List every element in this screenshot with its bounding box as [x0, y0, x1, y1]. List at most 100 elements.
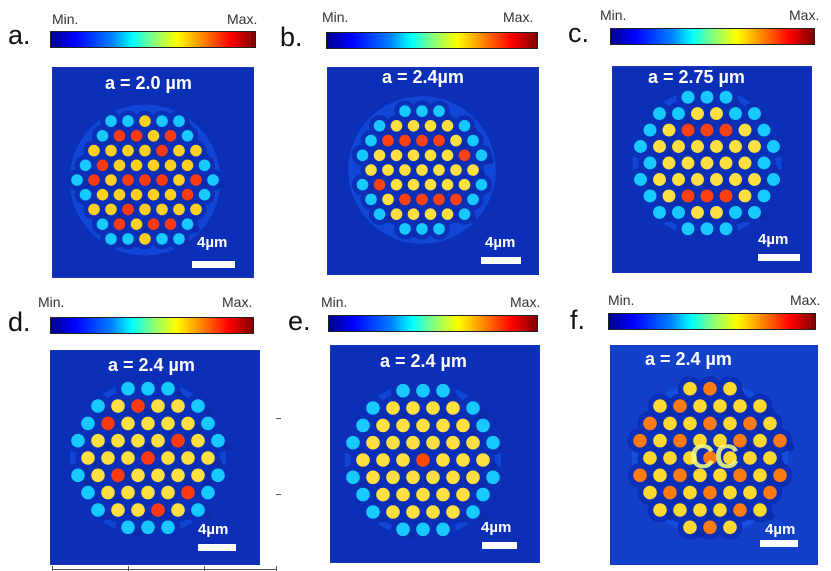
lattice-hole	[665, 442, 675, 451]
lattice-spot	[742, 101, 767, 126]
lattice-hole	[705, 476, 715, 486]
lattice-hole	[458, 444, 468, 453]
lattice-hole	[759, 213, 769, 223]
lattice-constant-label: a = 2.4 µm	[380, 351, 467, 371]
lattice-hole	[664, 213, 674, 223]
lattice-spot	[742, 200, 767, 225]
colorbar-min-label: Min.	[608, 292, 635, 308]
lattice-hole	[705, 511, 715, 521]
lattice-hole	[98, 181, 107, 189]
intensity-map	[50, 350, 260, 565]
lattice-spot	[185, 140, 207, 162]
lattice-constant-label: a = 2.4µm	[382, 67, 464, 87]
panel-letter: b.	[280, 22, 303, 52]
lattice-hole	[384, 127, 392, 135]
lattice-spot	[176, 213, 199, 235]
lattice-hole	[143, 442, 153, 451]
lattice-hole	[745, 442, 755, 451]
lattice-hole	[103, 407, 113, 417]
lattice-hole	[693, 230, 702, 239]
lattice-hole	[418, 215, 426, 223]
lattice-hole	[685, 407, 695, 417]
lattice-hole	[158, 225, 166, 233]
lattice-hole	[438, 409, 448, 419]
lattice-hole	[158, 166, 166, 174]
lattice-hole	[388, 496, 398, 505]
lattice-hole	[735, 390, 745, 399]
lattice-constant-label: a = 2.75 µm	[648, 67, 745, 87]
colorbar	[610, 28, 815, 45]
lattice-spot	[185, 497, 211, 523]
lattice-hole	[435, 127, 443, 135]
lattice-hole	[409, 230, 418, 238]
lattice-hole	[141, 137, 149, 145]
lattice-hole	[765, 511, 775, 521]
lattice-hole	[683, 147, 693, 157]
lattice-hole	[132, 151, 141, 160]
lattice-hole	[384, 215, 392, 223]
lattice-hole	[375, 171, 384, 179]
lattice-hole	[143, 476, 153, 486]
pattern-glyph: CC	[690, 438, 739, 476]
lattice-hole	[98, 210, 107, 219]
axis-tick	[204, 566, 205, 571]
lattice-hole	[368, 461, 378, 471]
colorbar-min-label: Min.	[322, 9, 349, 25]
lattice-spot	[767, 428, 793, 454]
intensity-map	[330, 345, 540, 563]
lattice-hole	[378, 409, 388, 419]
lattice-hole	[103, 442, 113, 451]
lattice-hole	[745, 511, 755, 521]
lattice-hole	[443, 112, 452, 120]
lattice-hole	[378, 513, 388, 523]
lattice-spot	[470, 144, 493, 166]
lattice-hole	[460, 141, 469, 150]
lattice-hole	[123, 476, 133, 486]
lattice-hole	[398, 444, 408, 453]
colorbar	[326, 32, 538, 49]
lattice-hole	[183, 151, 192, 160]
lattice-hole	[175, 196, 183, 204]
axis-tick	[128, 566, 129, 571]
lattice-hole	[775, 459, 785, 469]
lattice-hole	[683, 114, 693, 124]
colorbar-min-label: Min.	[321, 294, 348, 310]
lattice-hole	[418, 478, 428, 488]
lattice-spot	[460, 395, 486, 421]
lattice-hole	[213, 459, 223, 469]
lattice-hole	[401, 186, 409, 194]
lattice-hole	[123, 407, 133, 417]
lattice-hole	[401, 127, 409, 135]
lattice-hole	[759, 180, 769, 190]
lattice-spot	[480, 430, 506, 456]
axis-tick	[276, 566, 277, 571]
lattice-hole	[665, 407, 675, 417]
lattice-hole	[458, 478, 468, 488]
lattice-hole	[123, 442, 133, 451]
lattice-hole	[183, 442, 193, 451]
lattice-hole	[192, 225, 200, 233]
lattice-hole	[438, 444, 448, 453]
scale-bar-label: 4µm	[758, 231, 789, 248]
lattice-hole	[683, 180, 693, 190]
colorbar-max-label: Max.	[789, 7, 820, 23]
lattice-hole	[695, 528, 705, 538]
lattice-hole	[645, 180, 655, 190]
lattice-hole	[141, 196, 149, 204]
lattice-hole	[93, 459, 103, 469]
lattice-hole	[702, 114, 712, 124]
lattice-hole	[115, 122, 124, 130]
lattice-spot	[757, 445, 783, 471]
lattice-hole	[158, 137, 166, 145]
lattice-hole	[731, 98, 740, 107]
lattice-hole	[469, 186, 477, 194]
lattice-hole	[192, 196, 200, 204]
colorbar	[608, 313, 816, 330]
scale-bar-label: 4µm	[197, 234, 228, 251]
lattice-hole	[384, 156, 392, 164]
lattice-pattern	[348, 96, 496, 244]
colorbar	[328, 315, 538, 332]
lattice-pattern: CC	[627, 376, 795, 540]
colorbar-min-label: Min.	[600, 7, 627, 23]
lattice-hole	[765, 476, 775, 486]
